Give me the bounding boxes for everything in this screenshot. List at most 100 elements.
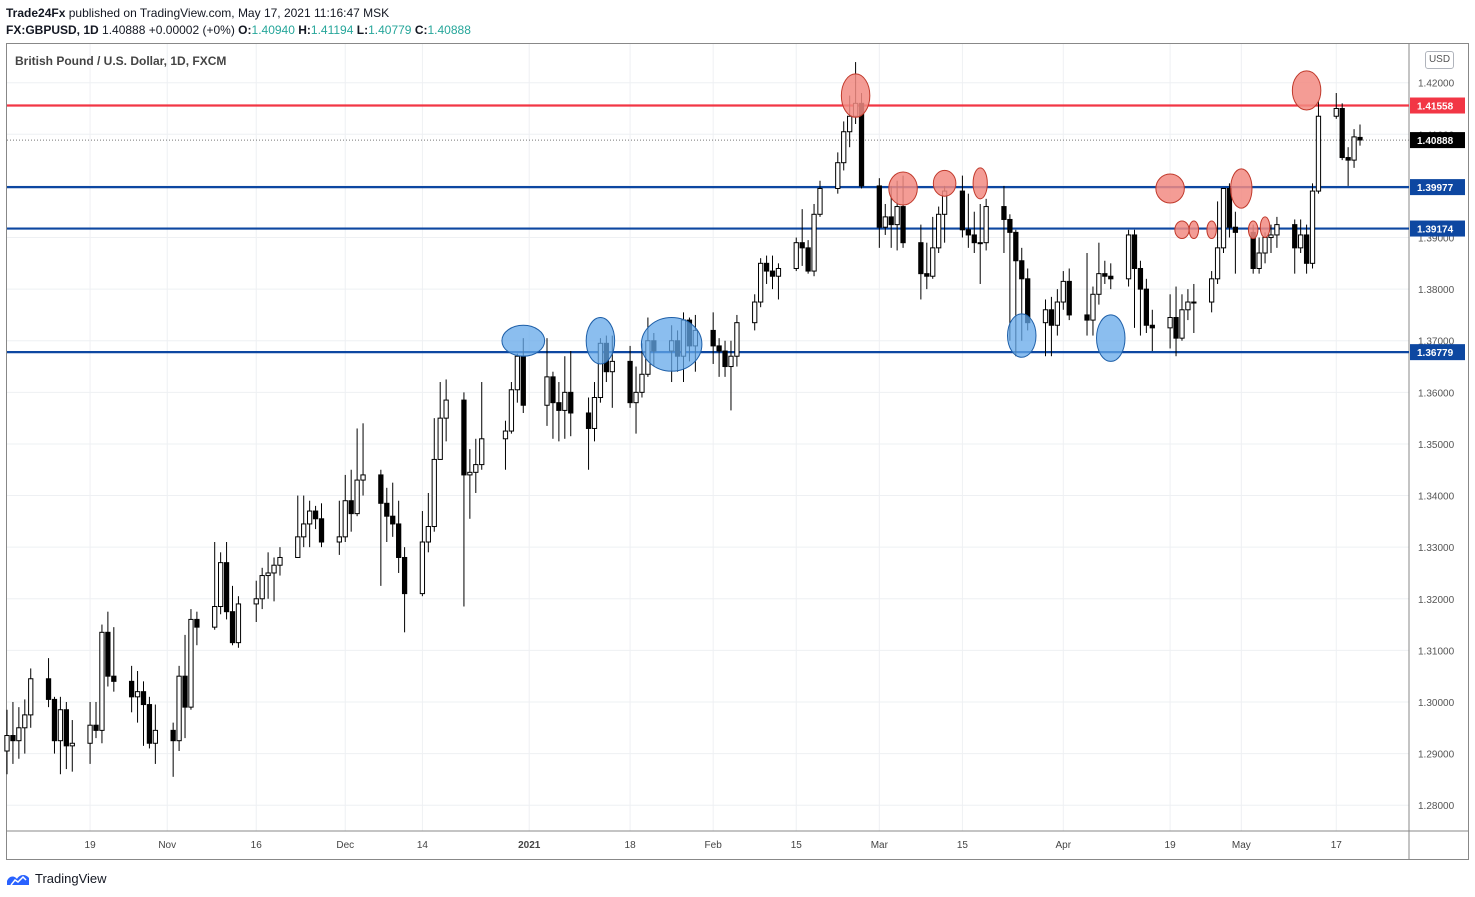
level-price-tag: 1.36779 xyxy=(1417,348,1454,359)
candle-up xyxy=(259,575,265,600)
candle-up xyxy=(1167,317,1173,329)
candle-up xyxy=(235,603,242,644)
level-price-tag: 1.39174 xyxy=(1417,225,1454,236)
tradingview-brand[interactable]: TradingView xyxy=(6,871,107,886)
x-tick-label: Feb xyxy=(705,840,723,851)
candle-up xyxy=(882,216,888,228)
x-tick-label: May xyxy=(1232,840,1251,851)
candle-up xyxy=(514,355,520,391)
y-tick-label: 1.32000 xyxy=(1418,595,1455,606)
candle-down xyxy=(965,229,971,236)
resistance-marker xyxy=(1174,220,1190,240)
close-label: C: xyxy=(414,23,428,37)
candle-up xyxy=(57,709,64,742)
level-price-tag: 1.41558 xyxy=(1417,102,1454,113)
candle-up xyxy=(1262,237,1268,254)
candle-down xyxy=(63,709,69,747)
candle-down xyxy=(959,190,966,231)
candle-up xyxy=(1220,187,1227,249)
candle-up xyxy=(793,242,799,269)
candle-up xyxy=(1256,252,1262,269)
candle-down xyxy=(396,523,402,558)
candle-down xyxy=(900,206,906,244)
x-tick-label: 17 xyxy=(1331,840,1343,851)
candle-up xyxy=(544,376,550,406)
candle-down xyxy=(223,562,230,613)
candle-down xyxy=(1339,108,1345,159)
publisher-name[interactable]: Trade24Fx xyxy=(6,6,66,20)
candle-up xyxy=(758,262,764,303)
candle-up xyxy=(342,500,348,538)
candle-up xyxy=(307,510,313,525)
candle-up xyxy=(1042,309,1049,324)
price-change: +0.00002 (+0%) xyxy=(148,23,235,37)
candle-up xyxy=(188,618,194,708)
candle-down xyxy=(716,345,722,352)
candle-up xyxy=(936,213,942,249)
support-marker xyxy=(1007,313,1037,358)
candle-up xyxy=(1315,115,1322,192)
candle-down xyxy=(1108,275,1114,280)
resistance-marker xyxy=(1259,216,1271,239)
candle-up xyxy=(841,131,847,164)
candle-down xyxy=(769,270,776,277)
resistance-marker xyxy=(1206,220,1217,240)
candle-up xyxy=(1096,273,1102,295)
y-tick-label: 1.33000 xyxy=(1418,543,1455,554)
candle-down xyxy=(1345,157,1351,161)
candle-up xyxy=(360,474,366,481)
candle-down xyxy=(1149,324,1155,329)
x-tick-label: 14 xyxy=(417,840,429,851)
candle-down xyxy=(51,698,58,742)
candle-down xyxy=(1048,309,1055,326)
chart-frame xyxy=(6,43,1469,860)
support-marker xyxy=(1096,314,1126,362)
y-tick-label: 1.36000 xyxy=(1418,388,1455,399)
candle-up xyxy=(811,213,817,272)
resistance-marker xyxy=(1188,220,1200,240)
candle-up xyxy=(1191,301,1197,304)
candle-down xyxy=(229,611,236,644)
candle-up xyxy=(28,678,34,716)
candle-down xyxy=(1013,231,1019,262)
level-price-tag-bg xyxy=(1410,220,1465,237)
candle-up xyxy=(734,322,740,357)
candle-down xyxy=(45,678,52,700)
candle-up xyxy=(277,556,283,566)
candle-up xyxy=(425,526,431,543)
candle-down xyxy=(182,675,188,708)
currency-button[interactable]: USD xyxy=(1425,51,1454,69)
candle-down xyxy=(876,185,882,228)
candle-down xyxy=(111,675,117,682)
publisher-line: Trade24Fx published on TradingView.com, … xyxy=(6,6,389,20)
candle-down xyxy=(1007,218,1013,233)
resistance-marker xyxy=(888,171,918,206)
candle-down xyxy=(568,391,574,414)
candle-up xyxy=(87,724,93,744)
candle-up xyxy=(69,742,75,747)
candle-down xyxy=(1102,273,1108,277)
low-label: L: xyxy=(356,23,369,37)
resistance-marker xyxy=(1247,220,1259,240)
candle-down xyxy=(128,680,135,698)
candle-down xyxy=(390,515,396,525)
chart-title: British Pound / U.S. Dollar, 1D, FXCM xyxy=(15,54,227,68)
candle-down xyxy=(1137,267,1144,290)
candle-down xyxy=(348,500,354,515)
candle-up xyxy=(633,391,639,404)
brand-label: TradingView xyxy=(35,871,107,886)
y-tick-label: 1.29000 xyxy=(1418,750,1455,761)
candle-up xyxy=(1333,108,1339,117)
candle-up xyxy=(562,391,568,411)
candle-up xyxy=(1125,234,1132,280)
y-tick-label: 1.38000 xyxy=(1418,285,1455,296)
candle-up xyxy=(1298,234,1304,249)
x-tick-label: Apr xyxy=(1056,840,1072,851)
high-value: 1.41194 xyxy=(310,23,354,37)
close-value: 1.40888 xyxy=(427,23,471,37)
candle-up xyxy=(983,206,989,244)
candle-down xyxy=(1019,260,1025,280)
candle-up xyxy=(1054,301,1060,326)
candle-down xyxy=(799,242,805,249)
